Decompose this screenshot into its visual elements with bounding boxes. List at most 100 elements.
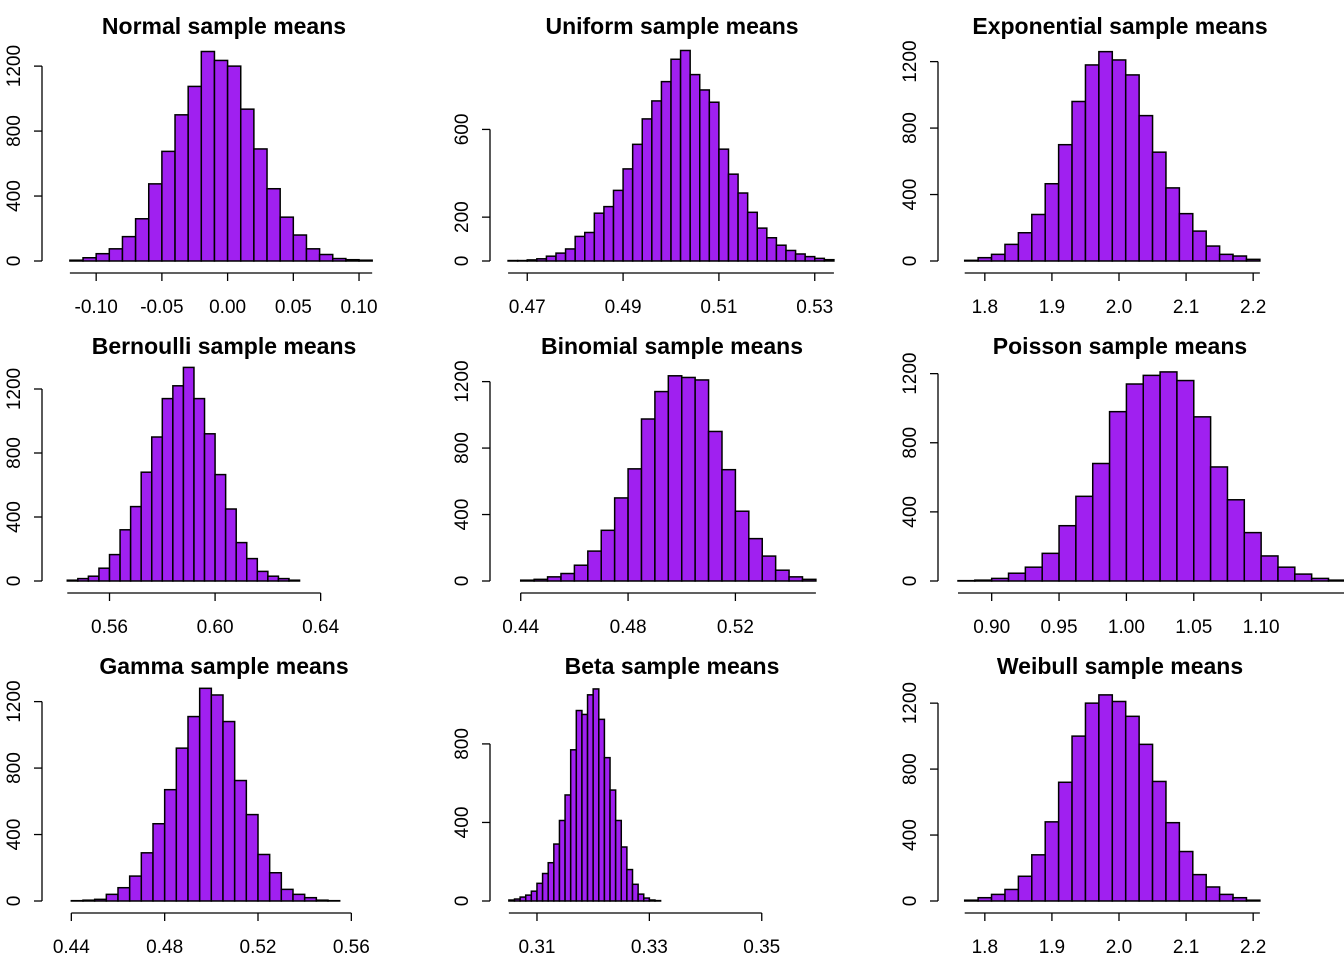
x-tick-label-0-49: 0.49 [605,297,642,318]
y-tick-label-1200: 1200 [900,682,921,724]
histogram-bar [1108,410,1128,582]
histogram-bar [627,468,643,582]
histogram-bar [1111,59,1127,262]
histogram-bar [1004,243,1020,262]
chart-title: Bernoulli sample means [92,333,357,359]
histogram-bar [210,694,224,902]
histogram-bar [233,779,248,902]
x-tick-label-0-52: 0.52 [240,937,277,958]
histogram-bar [569,749,578,902]
histogram-bar [1084,702,1100,902]
histogram-bar [1178,850,1194,902]
histogram-bar [592,688,600,902]
histogram-bar [727,173,739,262]
histogram-bar [593,212,605,262]
histogram-bar [536,882,544,902]
chart-title: Normal sample means [102,13,346,39]
histogram-bar [823,258,835,262]
histogram-bar [182,366,195,582]
histogram-bar [775,244,787,262]
histogram-bar [1243,531,1262,582]
x-tick-label-1-10: 1.10 [1243,617,1280,638]
histogram-bar [222,720,236,902]
histogram-panel-4: Bernoulli sample means 0.56 0.60 0.64 0 400 80… [0,320,448,640]
x-tick-label-0-48: 0.48 [610,617,647,638]
histogram-bar [1024,566,1043,582]
histogram-bar [564,794,572,902]
x-tick-label-0-10: 0.10 [341,297,378,318]
chart-title: Binomial sample means [541,333,803,359]
histogram-bar [612,189,624,262]
histogram-bar [280,888,294,902]
histogram-bar [598,718,606,902]
y-tick-label-1200: 1200 [452,360,473,402]
histogram-bar [648,899,656,902]
histogram-bar [1017,875,1033,902]
histogram-bar [292,893,306,902]
histogram-bar [315,899,329,902]
chart-title: Beta sample means [565,653,780,679]
histogram-bar [288,579,301,582]
histogram-bar [82,257,97,262]
histogram-bar [586,694,594,902]
histogram-bar [1192,230,1207,262]
histogram-bar [1124,74,1140,262]
histogram-bar [1151,780,1167,902]
chart-title: Uniform sample means [545,13,798,39]
histogram-bar [533,578,549,582]
histogram-bar [246,557,259,582]
y-tick-label-800: 800 [4,437,25,469]
histogram-panel-6: Poisson sample means 0.90 0.95 1.00 1.05 1.10… [896,320,1344,640]
histogram-bar [573,564,589,582]
chart-title: Poisson sample means [993,333,1247,359]
histogram-bar [560,572,576,582]
x-tick-label-0-33: 0.33 [631,937,668,958]
histogram-bar [1075,495,1094,582]
x-tick-label-1-05: 1.05 [1175,617,1212,638]
histogram-bar [667,375,683,582]
histogram-bar [737,192,749,262]
x-tick-label-0-05: -0.05 [140,297,183,318]
histogram-bar [268,872,283,902]
histogram-bar [1178,212,1194,262]
histogram-bar [331,257,347,262]
y-tick-label-400: 400 [4,819,25,851]
histogram-bar [1041,552,1060,582]
histogram-svg: Exponential sample means 1.8 1.9 2.0 2.1 2.2 0… [900,13,1268,318]
histogram-bar [318,253,334,262]
histogram-bar [1142,374,1161,582]
histogram-bar [1205,245,1221,262]
y-tick-label-0: 0 [452,256,473,267]
histogram-bar [214,473,227,582]
histogram-bar [1007,572,1027,582]
histogram-bar [198,687,213,902]
histogram-bar [558,819,566,902]
y-tick-label-800: 800 [452,432,473,464]
histogram-bar [574,235,586,262]
histogram-bar [620,846,628,902]
histogram-panel-2: Uniform sample means 0.47 0.49 0.51 0.53 0 200… [448,0,896,320]
histogram-bar [977,896,993,902]
x-tick-label-2-1: 2.1 [1173,297,1199,318]
histogram-bar [631,883,639,902]
histogram-bar [1125,383,1145,582]
y-tick-label-1200: 1200 [900,40,921,82]
x-tick-label-1-9: 1.9 [1039,937,1065,958]
y-tick-label-400: 400 [452,807,473,839]
histogram-bar [1277,566,1296,582]
histogram-bar [1151,151,1167,262]
histogram-bar [584,231,596,262]
histogram-panel-7: Gamma sample means 0.44 0.48 0.52 0.56 0 400 80… [0,640,448,960]
histogram-bar [622,168,634,262]
histogram-panel-9: Weibull sample means 1.8 1.9 2.0 2.1 2.2 0 400 8… [896,640,1344,960]
histogram-bar [172,385,185,582]
histogram-bar [77,577,90,582]
histogram-bar [119,529,132,582]
x-tick-label-0-56: 0.56 [91,617,128,638]
histogram-bar [546,576,562,582]
histogram-bar [564,248,576,262]
x-tick-label-0-95: 0.95 [1041,617,1078,638]
histogram-bar [640,418,656,582]
x-tick-label-0-52: 0.52 [717,617,754,638]
histogram-bar [140,852,154,902]
